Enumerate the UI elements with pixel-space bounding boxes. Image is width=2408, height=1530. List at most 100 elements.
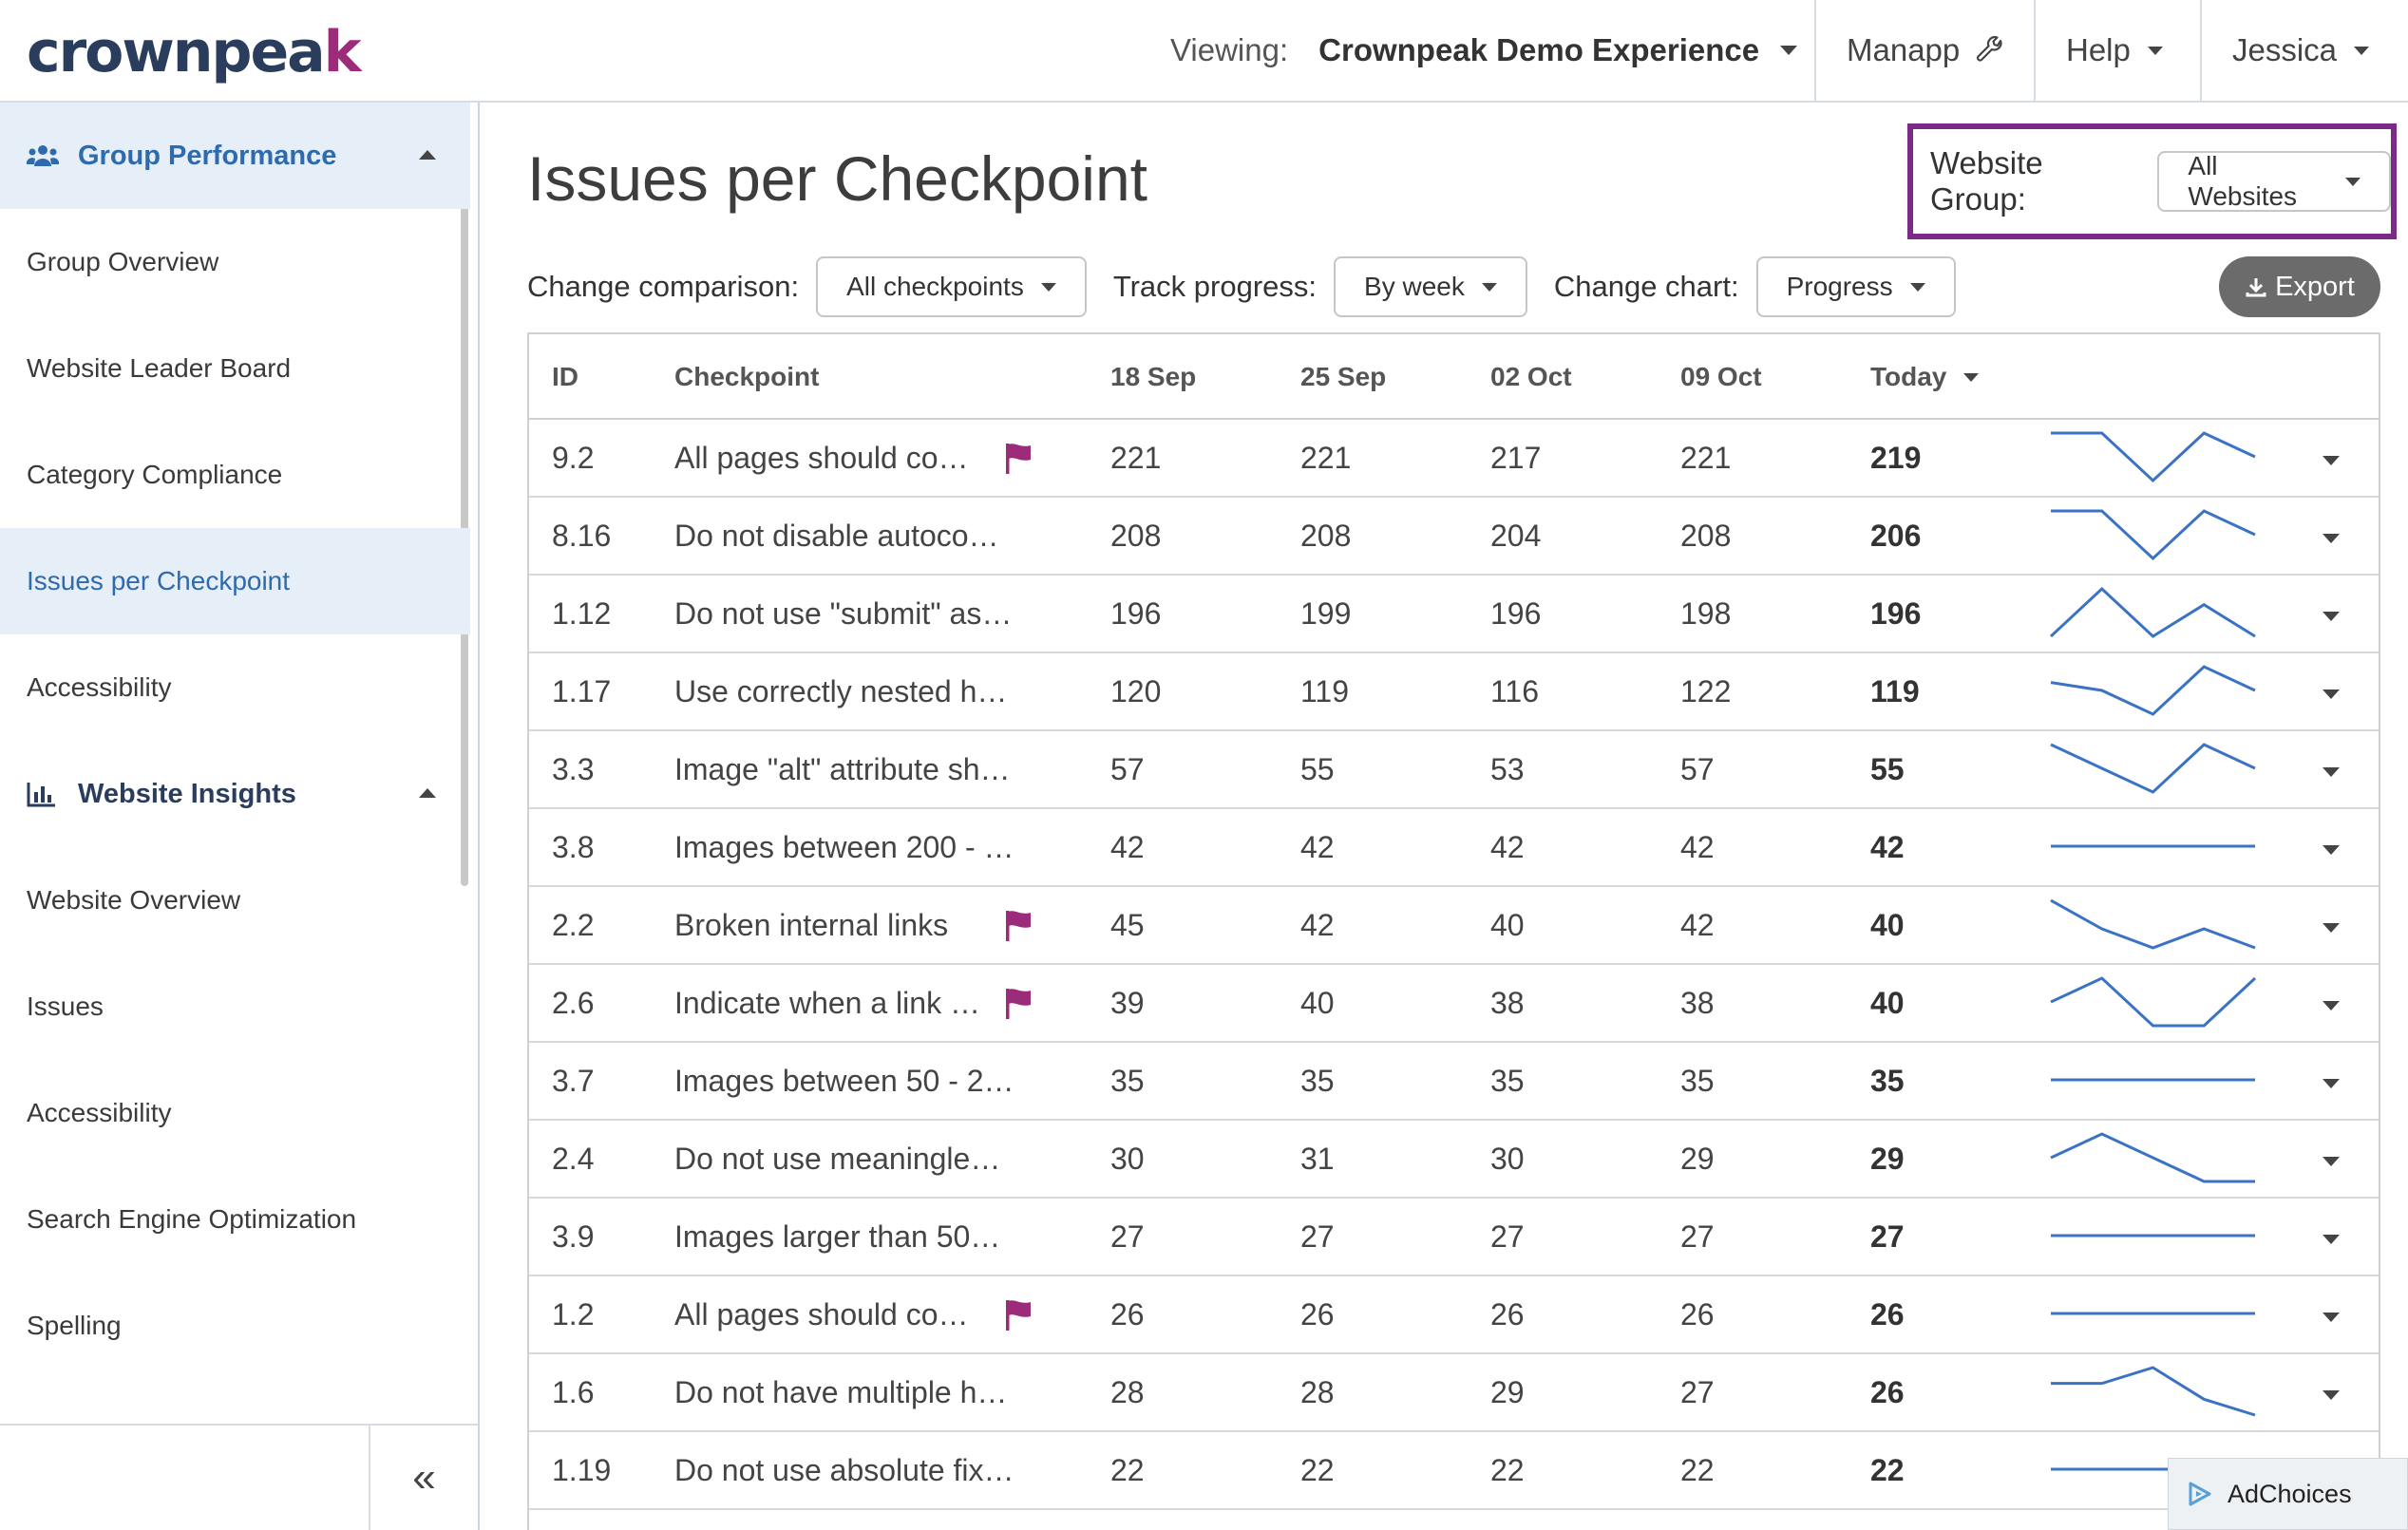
- track-progress-label: Track progress:: [1112, 270, 1318, 303]
- table-row[interactable]: 2.2 Broken internal links 45 42 40 42 40: [529, 887, 2379, 965]
- dropdown-value: By week: [1364, 272, 1465, 301]
- table-row[interactable]: 8.16 Do not disable autoco… 208 208 204 208 20…: [529, 498, 2379, 576]
- cell-value: 35: [1490, 1063, 1525, 1098]
- sidebar-item-group-accessibility[interactable]: Accessibility: [0, 634, 470, 741]
- cell-value: 42: [1300, 907, 1335, 942]
- crownpeak-logo[interactable]: crownpea k: [27, 19, 362, 85]
- cell-value: 57: [1680, 751, 1715, 786]
- bar-chart-icon: [27, 781, 59, 807]
- cell-value: 38: [1490, 985, 1525, 1020]
- column-header-09-oct[interactable]: 09 Oct: [1680, 362, 1762, 391]
- sidebar-group-website-insights[interactable]: Website Insights: [0, 741, 470, 847]
- manapp-label: Manapp: [1847, 32, 1961, 67]
- table-row[interactable]: 3.7 Images between 50 - 2… 35 35 35 35 35: [529, 1043, 2379, 1121]
- export-button[interactable]: Export: [2219, 256, 2380, 317]
- expand-row-icon[interactable]: [2323, 1313, 2340, 1322]
- expand-row-icon[interactable]: [2323, 1235, 2340, 1244]
- sidebar-item-label: Website Overview: [27, 885, 241, 915]
- cell-value: 28: [1300, 1374, 1335, 1409]
- chevron-down-icon[interactable]: [1780, 46, 1798, 55]
- cell-today: 206: [1870, 518, 1922, 553]
- cell-checkpoint: Images between 200 - …: [674, 829, 1014, 864]
- cell-value: 208: [1110, 518, 1162, 553]
- sidebar-item-spelling[interactable]: Spelling: [0, 1273, 470, 1379]
- cell-value: 29: [1680, 1141, 1715, 1176]
- cell-value: 27: [1110, 1218, 1145, 1254]
- manapp-button[interactable]: Manapp: [1814, 0, 2034, 101]
- expand-row-icon[interactable]: [2323, 1157, 2340, 1166]
- user-menu[interactable]: Jessica: [2200, 0, 2408, 101]
- expand-row-icon[interactable]: [2323, 1079, 2340, 1088]
- sidebar-item-category-compliance[interactable]: Category Compliance: [0, 422, 470, 528]
- expand-row-icon[interactable]: [2323, 923, 2340, 933]
- chevron-up-icon: [419, 150, 436, 160]
- cell-value: 38: [1680, 985, 1715, 1020]
- table-row[interactable]: 1.2 All pages should co… 26 26 26 26 26: [529, 1276, 2379, 1354]
- expand-row-icon[interactable]: [2323, 456, 2340, 465]
- viewing-selector[interactable]: Viewing: Crownpeak Demo Experience: [1170, 0, 1798, 101]
- help-label: Help: [2066, 32, 2131, 67]
- cell-value: 208: [1300, 518, 1352, 553]
- table-row[interactable]: 1.12 Do not use "submit" as… 196 199 196 198 1…: [529, 576, 2379, 653]
- column-header-25-sep[interactable]: 25 Sep: [1300, 362, 1387, 391]
- website-group-dropdown[interactable]: All Websites: [2157, 151, 2391, 212]
- table-row[interactable]: 9.2 All pages should co… 221 221 217 221 219: [529, 420, 2379, 498]
- table-row[interactable]: 1.6 Do not have multiple h… 28 28 29 27 26: [529, 1354, 2379, 1432]
- expand-row-icon[interactable]: [2323, 534, 2340, 543]
- column-header-18-sep[interactable]: 18 Sep: [1110, 362, 1197, 391]
- expand-row-icon[interactable]: [2323, 1390, 2340, 1400]
- chevron-down-icon: [2147, 46, 2163, 55]
- expand-row-icon[interactable]: [2323, 767, 2340, 777]
- collapse-sidebar-button[interactable]: «: [369, 1426, 478, 1530]
- logo-accent-text: k: [323, 19, 362, 85]
- cell-value: 39: [1110, 985, 1145, 1020]
- user-name: Jessica: [2232, 32, 2338, 67]
- table-row[interactable]: 3.8 Images between 200 - … 42 42 42 42 42: [529, 809, 2379, 887]
- cell-value: 35: [1680, 1063, 1715, 1098]
- viewing-value[interactable]: Crownpeak Demo Experience: [1318, 32, 1760, 67]
- sidebar-item-label: Website Leader Board: [27, 353, 292, 383]
- change-chart-dropdown[interactable]: Progress: [1755, 256, 1956, 317]
- column-header-02-oct[interactable]: 02 Oct: [1490, 362, 1572, 391]
- table-row[interactable]: 2.4 Do not use meaningle… 30 31 30 29 29: [529, 1121, 2379, 1199]
- table-row[interactable]: 1.17 Use correctly nested h… 120 119 116 122 1…: [529, 653, 2379, 731]
- expand-row-icon[interactable]: [2323, 612, 2340, 621]
- cell-value: 196: [1490, 595, 1542, 631]
- table-row[interactable]: 3.9 Images larger than 50… 27 27 27 27 27: [529, 1199, 2379, 1276]
- sidebar-item-seo[interactable]: Search Engine Optimization: [0, 1166, 470, 1273]
- cell-value: 217: [1490, 440, 1542, 475]
- cell-value: 22: [1300, 1452, 1335, 1487]
- sidebar-item-issues-per-checkpoint[interactable]: Issues per Checkpoint: [0, 528, 470, 634]
- chevron-up-icon: [419, 788, 436, 798]
- table-row[interactable]: 1.19 Do not use absolute fix… 22 22 22 22 22: [529, 1432, 2379, 1510]
- column-header-today[interactable]: Today: [1870, 334, 1980, 420]
- change-comparison-dropdown[interactable]: All checkpoints: [816, 256, 1087, 317]
- chevron-down-icon: [1909, 282, 1925, 292]
- track-progress-dropdown[interactable]: By week: [1334, 256, 1527, 317]
- help-menu[interactable]: Help: [2034, 0, 2200, 101]
- sidebar: Group Performance Group Overview Website…: [0, 103, 480, 1530]
- expand-row-icon[interactable]: [2323, 1001, 2340, 1011]
- table-row[interactable]: 2.6 Indicate when a link … 39 40 38 38 40: [529, 965, 2379, 1043]
- column-header-checkpoint[interactable]: Checkpoint: [674, 362, 820, 391]
- website-group-selector-highlight: Website Group: All Websites: [1907, 123, 2397, 239]
- page-title: Issues per Checkpoint: [527, 143, 1148, 214]
- table-row[interactable]: 3.3 Image "alt" attribute sh… 57 55 53 57 55: [529, 731, 2379, 809]
- cell-value: 199: [1300, 595, 1352, 631]
- sidebar-group-label: Group Performance: [78, 140, 337, 171]
- sidebar-item-website-overview[interactable]: Website Overview: [0, 847, 470, 954]
- sidebar-item-accessibility[interactable]: Accessibility: [0, 1060, 470, 1166]
- expand-row-icon[interactable]: [2323, 845, 2340, 855]
- sparkline-path: [2050, 1132, 2255, 1183]
- cell-value: 196: [1110, 595, 1162, 631]
- adchoices-badge[interactable]: AdChoices: [2168, 1458, 2408, 1530]
- column-header-id[interactable]: ID: [552, 362, 578, 391]
- sidebar-scrollbar[interactable]: [461, 112, 468, 886]
- expand-row-icon[interactable]: [2323, 689, 2340, 699]
- sidebar-item-issues[interactable]: Issues: [0, 954, 470, 1060]
- sidebar-item-group-overview[interactable]: Group Overview: [0, 209, 470, 315]
- sidebar-item-website-leader-board[interactable]: Website Leader Board: [0, 315, 470, 422]
- cell-checkpoint: Do not disable autoco…: [674, 518, 999, 553]
- sidebar-group-performance[interactable]: Group Performance: [0, 103, 470, 209]
- adchoices-icon: [2188, 1481, 2212, 1507]
